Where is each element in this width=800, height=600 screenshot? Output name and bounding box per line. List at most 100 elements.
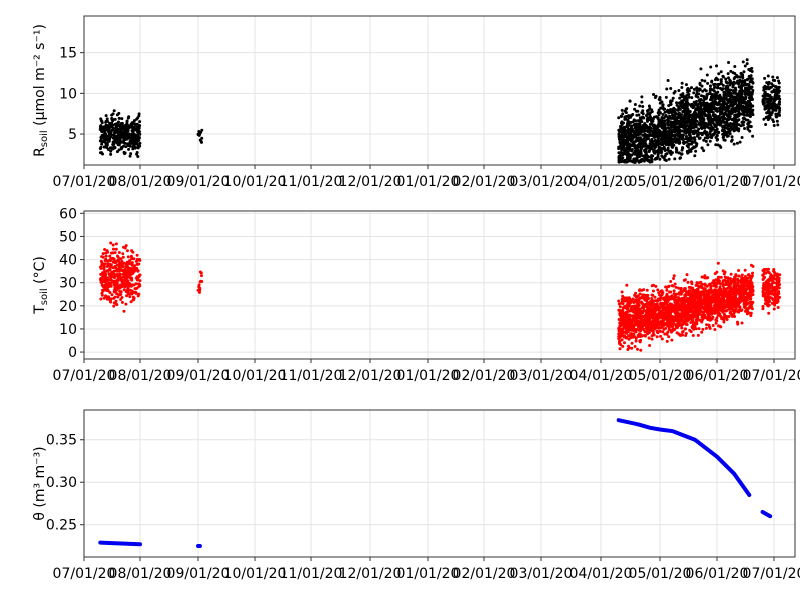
data-point: [700, 78, 704, 82]
data-point: [695, 108, 699, 112]
data-point: [620, 108, 624, 112]
data-point: [635, 347, 639, 351]
data-point: [719, 82, 723, 86]
data-point: [199, 271, 203, 275]
data-point: [110, 125, 114, 129]
data-point: [630, 346, 634, 350]
data-point: [696, 284, 700, 288]
data-point: [684, 332, 688, 336]
data-point: [722, 93, 726, 97]
data-point: [673, 90, 677, 94]
data-point: [658, 96, 662, 100]
data-point: [711, 100, 715, 104]
data-point: [708, 139, 712, 143]
data-point: [741, 111, 745, 115]
data-point: [724, 276, 728, 280]
data-point: [638, 340, 642, 344]
data-point: [692, 111, 696, 115]
data-point: [682, 122, 686, 126]
data-point: [772, 120, 776, 124]
data-point: [129, 141, 133, 145]
data-point: [715, 130, 719, 134]
data-point: [730, 127, 734, 131]
data-point: [771, 102, 775, 106]
data-point: [664, 158, 668, 162]
data-point: [778, 89, 781, 93]
data-point: [643, 293, 647, 297]
data-point: [675, 119, 679, 123]
data-point: [125, 294, 129, 298]
data-point: [655, 157, 659, 161]
data-point: [735, 299, 739, 303]
data-point: [618, 347, 622, 351]
data-point: [137, 124, 141, 128]
data-point: [650, 293, 654, 297]
data-point: [747, 103, 751, 107]
data-point: [723, 278, 727, 282]
data-point: [765, 81, 769, 85]
data-point: [700, 123, 704, 127]
data-point: [623, 117, 627, 121]
data-point: [665, 87, 669, 91]
data-point: [713, 311, 717, 315]
data-point: [690, 124, 694, 128]
data-point: [715, 127, 719, 131]
data-point: [108, 254, 112, 258]
data-point: [697, 127, 701, 131]
data-point: [695, 119, 699, 123]
data-point: [638, 129, 642, 133]
data-point: [678, 133, 682, 137]
data-point: [767, 87, 771, 91]
data-point: [708, 109, 712, 113]
data-point: [728, 112, 732, 116]
x-tick-label: 05/01/20: [629, 174, 692, 190]
data-point: [732, 142, 736, 146]
data-point: [620, 144, 624, 148]
data-point: [103, 258, 107, 262]
data-point: [705, 106, 709, 110]
data-point: [704, 122, 708, 126]
data-point: [109, 284, 113, 288]
data-point: [691, 334, 695, 338]
data-point: [685, 144, 689, 148]
data-point: [720, 97, 724, 101]
data-point: [633, 159, 637, 163]
data-point: [671, 133, 675, 137]
data-point: [683, 97, 687, 101]
data-point: [686, 87, 690, 91]
data-point: [692, 136, 696, 140]
data-point: [771, 75, 775, 79]
data-point: [102, 132, 106, 136]
data-point: [751, 88, 755, 92]
data-point: [767, 80, 771, 84]
data-point: [718, 118, 722, 122]
data-point: [691, 140, 695, 144]
data-point: [645, 146, 649, 150]
data-point: [634, 119, 638, 123]
data-point: [716, 120, 720, 124]
data-point: [717, 107, 721, 111]
data-point: [633, 146, 637, 150]
data-point: [653, 150, 657, 154]
data-point: [617, 160, 621, 164]
data-point: [690, 280, 693, 284]
data-point: [135, 277, 139, 281]
data-point: [109, 241, 113, 245]
y-tick-label: 10: [59, 86, 77, 102]
data-point: [742, 83, 746, 87]
data-point: [702, 131, 706, 135]
data-point: [122, 144, 126, 148]
data-point: [129, 152, 133, 156]
data-point: [773, 79, 777, 82]
data-point: [115, 124, 119, 128]
data-point: [617, 337, 621, 341]
data-point: [635, 113, 639, 117]
data-point: [645, 288, 649, 292]
data-point: [109, 251, 113, 255]
data-point: [766, 98, 770, 102]
data-point: [624, 135, 628, 139]
data-point: [652, 283, 656, 287]
data-point: [617, 135, 621, 139]
data-point: [737, 123, 741, 127]
data-point: [705, 73, 709, 77]
